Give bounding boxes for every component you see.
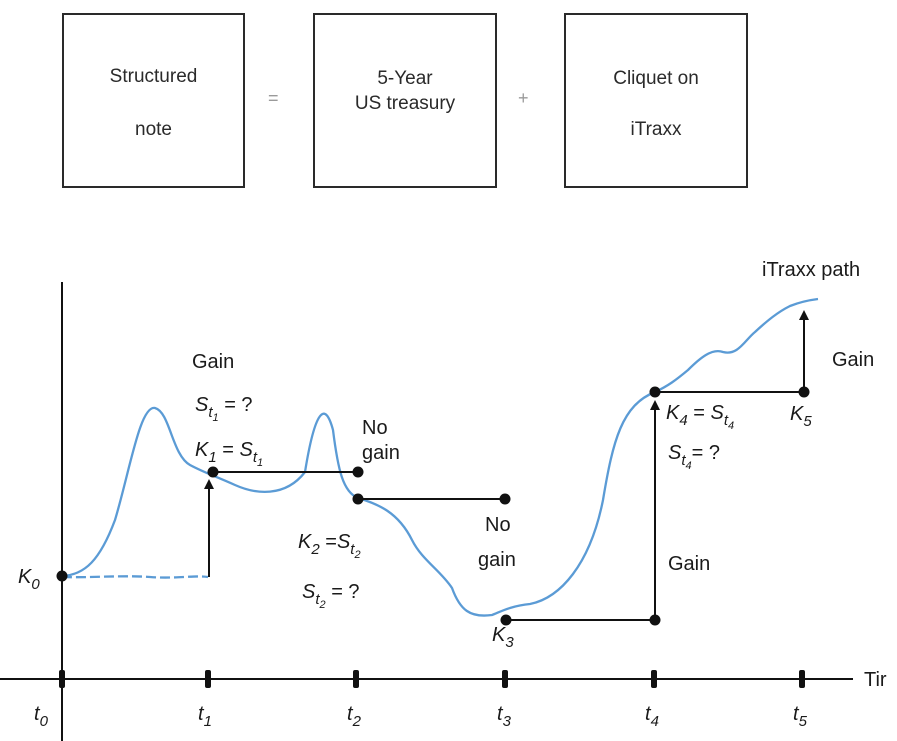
gain-label-t4: Gain — [668, 553, 710, 575]
reset-points — [56, 386, 810, 626]
tick-t2 — [353, 670, 359, 688]
cliquet-line1: Cliquet on — [613, 68, 699, 89]
formula-k1: K1 = St1 — [195, 439, 263, 469]
itraxx-path-curve — [61, 297, 819, 617]
cliquet-box: Cliquet on iTraxx — [564, 13, 748, 188]
plus-sign: + — [518, 88, 529, 108]
no-gain-label-t3-line2: gain — [478, 549, 516, 571]
tick-label-t2: t2 — [347, 703, 362, 730]
point-k3 — [500, 614, 512, 626]
tick-label-t5: t5 — [793, 703, 808, 730]
tick-t3 — [502, 670, 508, 688]
point-k2 — [352, 493, 364, 505]
structured-note-line1: Structured — [109, 66, 198, 87]
tick-label-t0: t0 — [34, 703, 49, 730]
tick-t5 — [799, 670, 805, 688]
time-axis-label: Tir — [864, 669, 887, 691]
point-k3-end — [649, 614, 661, 626]
formula-k4: K4 = St4 — [666, 402, 734, 432]
axis-ticks — [59, 670, 805, 688]
tick-t4 — [651, 670, 657, 688]
point-k2-end — [499, 493, 511, 505]
equals-sign: = — [268, 88, 279, 108]
label-k3: K3 — [492, 624, 514, 651]
treasury-line2: US treasury — [354, 93, 456, 114]
point-k4 — [649, 386, 661, 398]
label-k0: K0 — [18, 566, 40, 593]
point-k0 — [56, 570, 68, 582]
no-gain-label-t2-line2: gain — [362, 442, 400, 464]
treasury-box: 5-Year US treasury — [313, 13, 497, 188]
gain-label-t1: Gain — [192, 351, 234, 373]
point-k5 — [798, 386, 810, 398]
tick-label-t4: t4 — [645, 703, 659, 730]
tick-label-t1: t1 — [198, 703, 212, 730]
itraxx-path-flat-start — [61, 575, 209, 579]
gain-label-t5: Gain — [832, 349, 874, 371]
structured-note-box: Structured note — [62, 13, 245, 188]
cliquet-line2: iTraxx — [630, 119, 682, 140]
tick-t1 — [205, 670, 211, 688]
structured-note-line2: note — [135, 119, 172, 140]
formula-k2: K2 =St2 — [298, 531, 361, 561]
label-k5: K5 — [790, 403, 812, 430]
formula-s-t2-unknown: St2 = ? — [302, 581, 360, 611]
itraxx-path-label: iTraxx path — [762, 259, 860, 281]
point-k1 — [207, 466, 219, 478]
tick-t0 — [59, 670, 65, 688]
no-gain-label-t3-line1: No — [485, 514, 511, 536]
formula-s-t4-unknown: St4= ? — [668, 442, 720, 472]
point-k1-end — [352, 466, 364, 478]
tick-label-t3: t3 — [497, 703, 512, 730]
no-gain-label-t2-line1: No — [362, 417, 388, 439]
treasury-line1: 5-Year — [377, 68, 433, 89]
formula-s-t1-unknown: St1 = ? — [195, 394, 253, 424]
